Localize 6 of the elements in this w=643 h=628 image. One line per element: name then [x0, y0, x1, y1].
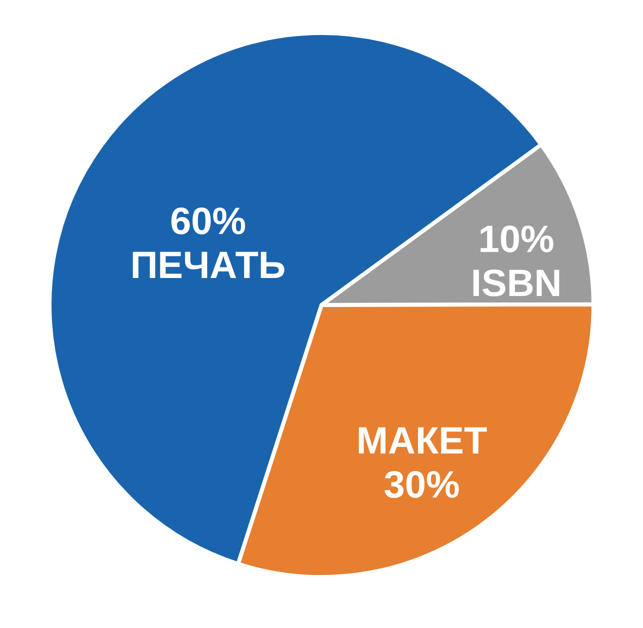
- data-label: 60%: [170, 200, 246, 243]
- slice-label: ISBN: [470, 263, 562, 306]
- slice-label: ПЕЧАТЬ: [130, 244, 286, 287]
- data-label: 10%: [478, 219, 554, 262]
- slice-label: МАКЕТ: [356, 420, 488, 462]
- data-label: 30%: [384, 464, 460, 506]
